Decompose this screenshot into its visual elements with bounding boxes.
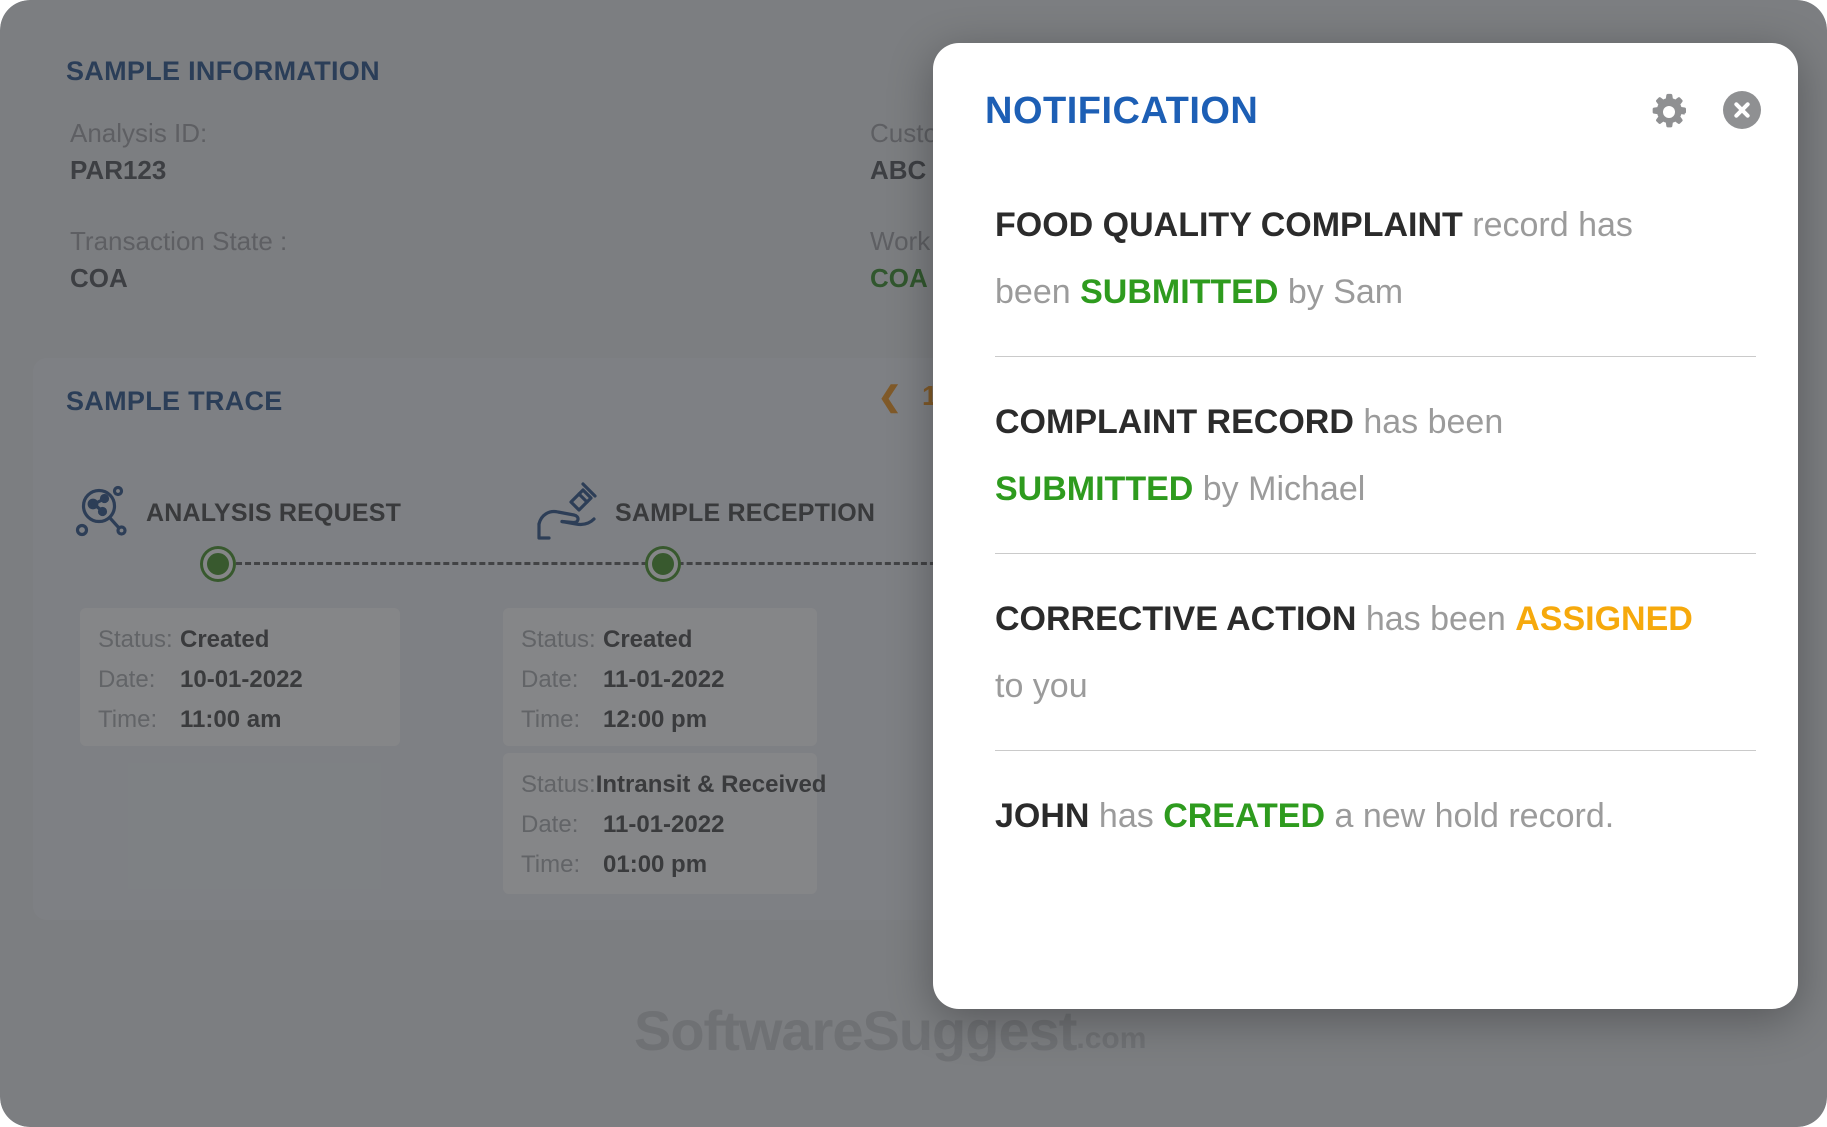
notification-line: CORRECTIVE ACTION has been ASSIGNED — [995, 586, 1756, 653]
notification-text: by Michael — [1193, 470, 1366, 508]
close-button[interactable] — [1723, 91, 1761, 129]
notification-text: a new hold record. — [1325, 797, 1615, 835]
notification-line: been SUBMITTED by Sam — [995, 259, 1756, 326]
notification-panel-title: NOTIFICATION — [985, 90, 1259, 132]
notification-text: record has — [1462, 206, 1633, 244]
notification-panel: NOTIFICATION FOOD QUALITY COMPLAINT reco… — [933, 43, 1798, 1009]
notification-text: by Sam — [1278, 273, 1404, 311]
notification-item[interactable]: COMPLAINT RECORD has been SUBMITTED by M… — [995, 357, 1756, 554]
notification-text: to you — [995, 667, 1088, 705]
notification-list: FOOD QUALITY COMPLAINT record has been S… — [933, 160, 1798, 880]
notification-item[interactable]: JOHN has CREATED a new hold record. — [995, 751, 1756, 880]
settings-button[interactable] — [1649, 92, 1689, 132]
notification-status: SUBMITTED — [995, 470, 1194, 508]
notification-status: SUBMITTED — [1080, 273, 1279, 311]
notification-line: COMPLAINT RECORD has been — [995, 389, 1756, 456]
notification-subject: CORRECTIVE ACTION — [995, 600, 1357, 638]
notification-subject: JOHN — [995, 797, 1090, 835]
notification-text: has been — [1353, 403, 1504, 441]
notification-status: CREATED — [1163, 797, 1326, 835]
notification-status: ASSIGNED — [1515, 600, 1693, 638]
notification-item[interactable]: FOOD QUALITY COMPLAINT record has been S… — [995, 160, 1756, 357]
notification-item[interactable]: CORRECTIVE ACTION has been ASSIGNED to y… — [995, 554, 1756, 751]
notification-subject: FOOD QUALITY COMPLAINT — [995, 206, 1463, 244]
notification-line: to you — [995, 653, 1756, 720]
notification-line: FOOD QUALITY COMPLAINT record has — [995, 192, 1756, 259]
notification-text: has been — [1356, 600, 1516, 638]
gear-icon — [1652, 93, 1686, 128]
notification-text: has — [1089, 797, 1164, 835]
notification-subject: COMPLAINT RECORD — [995, 403, 1354, 441]
notification-line: SUBMITTED by Michael — [995, 456, 1756, 523]
notification-line: JOHN has CREATED a new hold record. — [995, 783, 1756, 850]
notification-text: been — [995, 273, 1081, 311]
